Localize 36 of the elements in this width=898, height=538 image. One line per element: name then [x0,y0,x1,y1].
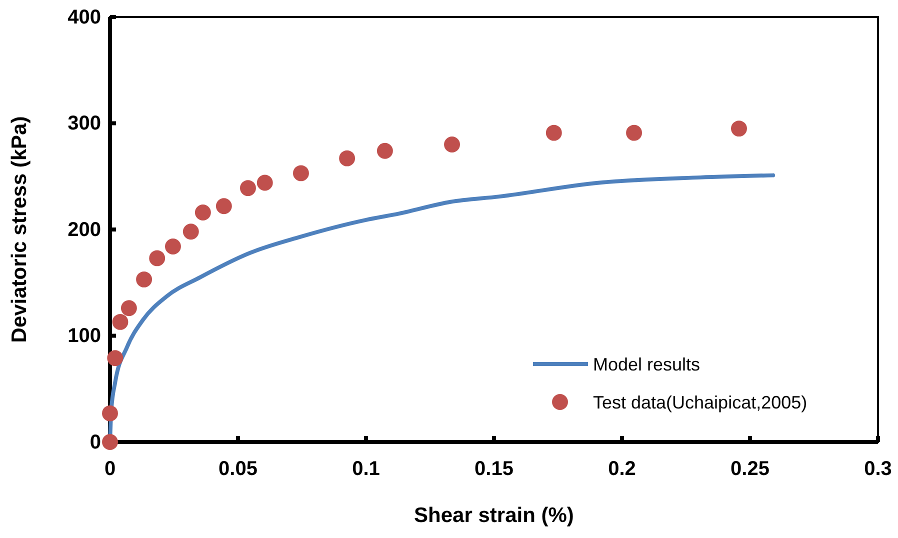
legend-label: Model results [593,354,700,374]
point [182,224,199,240]
point [194,204,211,220]
legend-label: Test data(Uchaipicat,2005) [593,392,808,412]
x-tick-label: 0.25 [730,458,770,480]
point [102,405,118,422]
x-axis-title: Shear strain (%) [414,504,574,527]
point [626,124,642,141]
point [164,238,181,254]
point [216,198,232,214]
point [376,142,393,159]
point [339,150,356,166]
x-tick-label: 0.05 [218,458,258,480]
point [149,250,166,266]
point [292,165,309,182]
y-tick-label: 100 [68,325,101,348]
y-axis-title: Deviatoric stress (kPa) [8,116,31,343]
x-tick-label: 0.3 [864,458,892,480]
y-tick-label: 200 [68,218,101,241]
point [731,120,747,137]
y-tick-label: 300 [68,112,101,135]
point [112,314,128,330]
point [444,136,460,152]
point [546,124,562,141]
point [256,174,273,191]
y-tick-label: 400 [68,6,101,28]
point [120,300,137,316]
y-tick-label: 0 [90,431,101,454]
x-tick-label: 0.1 [352,458,380,480]
x-tick-label: 0.15 [474,458,514,480]
x-tick-label: 0 [104,458,116,480]
x-tick-label: 0.2 [608,458,636,480]
point [240,180,256,196]
point [107,350,124,366]
point [102,434,118,450]
point [136,271,152,288]
